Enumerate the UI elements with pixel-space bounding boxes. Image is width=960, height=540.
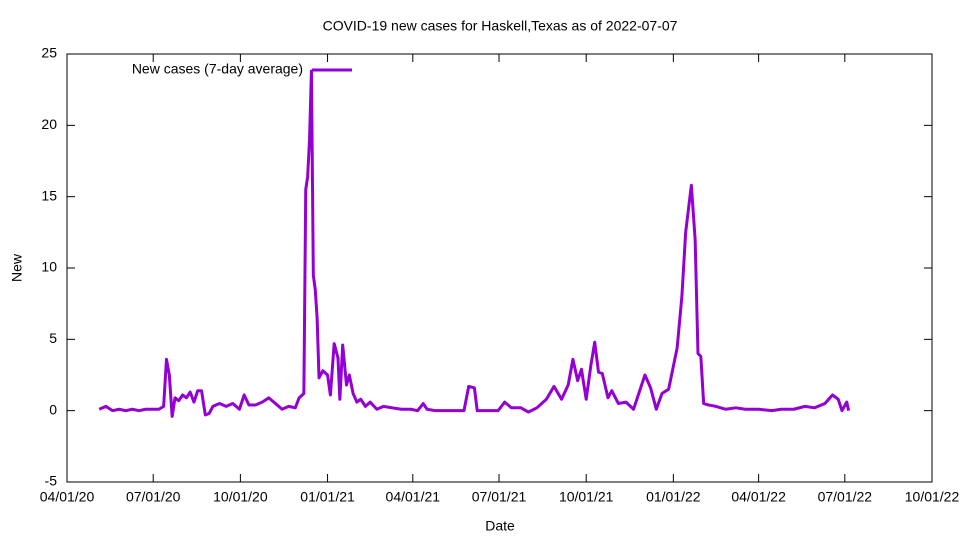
chart-title: COVID-19 new cases for Haskell,Texas as … <box>323 18 678 34</box>
y-tick-label: 20 <box>41 116 57 132</box>
x-tick-label: 10/01/22 <box>905 489 960 505</box>
x-tick-label: 01/01/22 <box>646 489 701 505</box>
x-tick-label: 07/01/22 <box>818 489 873 505</box>
y-tick-label: 5 <box>49 330 57 346</box>
y-tick-label: 15 <box>41 187 57 203</box>
x-tick-label: 10/01/21 <box>559 489 614 505</box>
data-line <box>98 69 851 418</box>
legend-label: New cases (7-day average) <box>132 61 303 77</box>
x-tick-label: 01/01/21 <box>300 489 355 505</box>
y-axis-label: New <box>9 253 25 282</box>
x-tick-label: 07/01/20 <box>126 489 181 505</box>
x-tick-label: 07/01/21 <box>472 489 527 505</box>
y-tick-label: 0 <box>49 401 57 417</box>
y-tick-label: -5 <box>45 473 58 489</box>
x-axis-label: Date <box>485 518 515 534</box>
y-tick-label: 25 <box>41 45 57 61</box>
plot-frame <box>66 53 933 483</box>
x-tick-label: 04/01/20 <box>40 489 95 505</box>
y-tick-label: 10 <box>41 259 57 275</box>
x-tick-label: 04/01/22 <box>731 489 786 505</box>
x-tick-label: 04/01/21 <box>386 489 441 505</box>
x-tick-label: 10/01/20 <box>213 489 268 505</box>
